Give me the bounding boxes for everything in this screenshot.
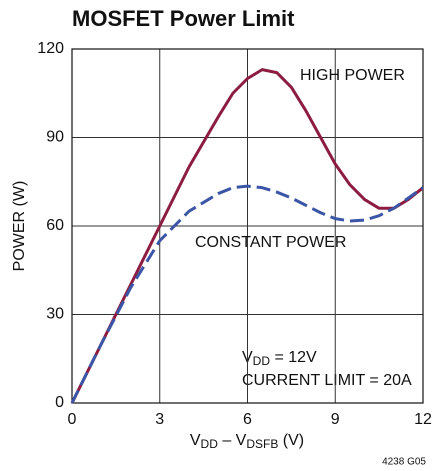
series-label: HIGH POWER [300, 67, 405, 84]
x-tick-label: 9 [331, 411, 340, 428]
series-line [70, 184, 424, 404]
y-tick-label: 0 [55, 394, 64, 411]
y-axis-label: POWER (W) [11, 181, 28, 272]
x-axis-label: VDD – VDSFB (V) [190, 432, 304, 451]
x-tick-label: 6 [243, 411, 252, 428]
annotation: VDD = 12V [242, 349, 317, 368]
y-tick-label: 120 [37, 40, 64, 57]
y-tick-label: 60 [46, 217, 64, 234]
x-tick-label: 12 [414, 411, 432, 428]
footnote: 4238 G05 [382, 457, 426, 468]
y-tick-label: 30 [46, 306, 64, 323]
chart-title: MOSFET Power Limit [72, 6, 295, 31]
x-tick-label: 0 [68, 411, 77, 428]
series-label: CONSTANT POWER [195, 234, 346, 251]
x-tick-label: 3 [155, 411, 164, 428]
y-tick-label: 90 [46, 129, 64, 146]
plot-frame [71, 48, 424, 404]
annotation: CURRENT LIMIT = 20A [242, 372, 412, 389]
series-line [70, 68, 424, 404]
